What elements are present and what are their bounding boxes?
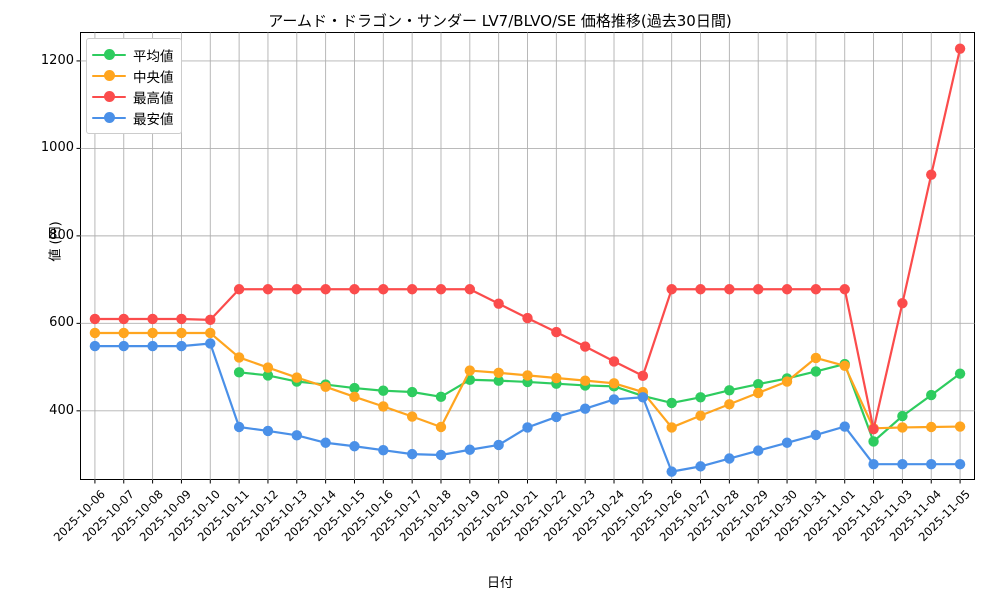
legend-label: 最高値	[133, 90, 174, 107]
legend-swatch-icon	[92, 69, 126, 83]
legend-item-3[interactable]: 最安値	[92, 107, 174, 128]
legend-label: 最安値	[133, 111, 174, 128]
y-tick-label: 600	[49, 315, 74, 331]
legend-item-2[interactable]: 最高値	[92, 86, 174, 107]
y-axis-ticks: 400 600 800 1000 1200	[18, 0, 74, 600]
y-axis-label: 値 (円)	[48, 221, 64, 262]
legend-swatch-icon	[92, 48, 126, 62]
legend-item-1[interactable]: 中央値	[92, 65, 174, 86]
legend-label: 中央値	[133, 69, 174, 86]
legend-swatch-icon	[92, 90, 126, 104]
y-tick-label: 1200	[40, 52, 74, 68]
y-tick-label: 1000	[40, 140, 74, 156]
legend-label: 平均値	[133, 48, 174, 65]
chart-legend: 平均値中央値最高値最安値	[86, 38, 182, 134]
legend-swatch-icon	[92, 111, 126, 125]
legend-item-0[interactable]: 平均値	[92, 44, 174, 65]
y-tick-label: 800	[49, 227, 74, 243]
page-title: アームド・ドラゴン・サンダー LV7/BLVO/SE 価格推移(過去30日間)	[268, 12, 732, 30]
x-axis-label: 日付	[486, 576, 513, 591]
y-tick-label: 400	[49, 402, 74, 418]
